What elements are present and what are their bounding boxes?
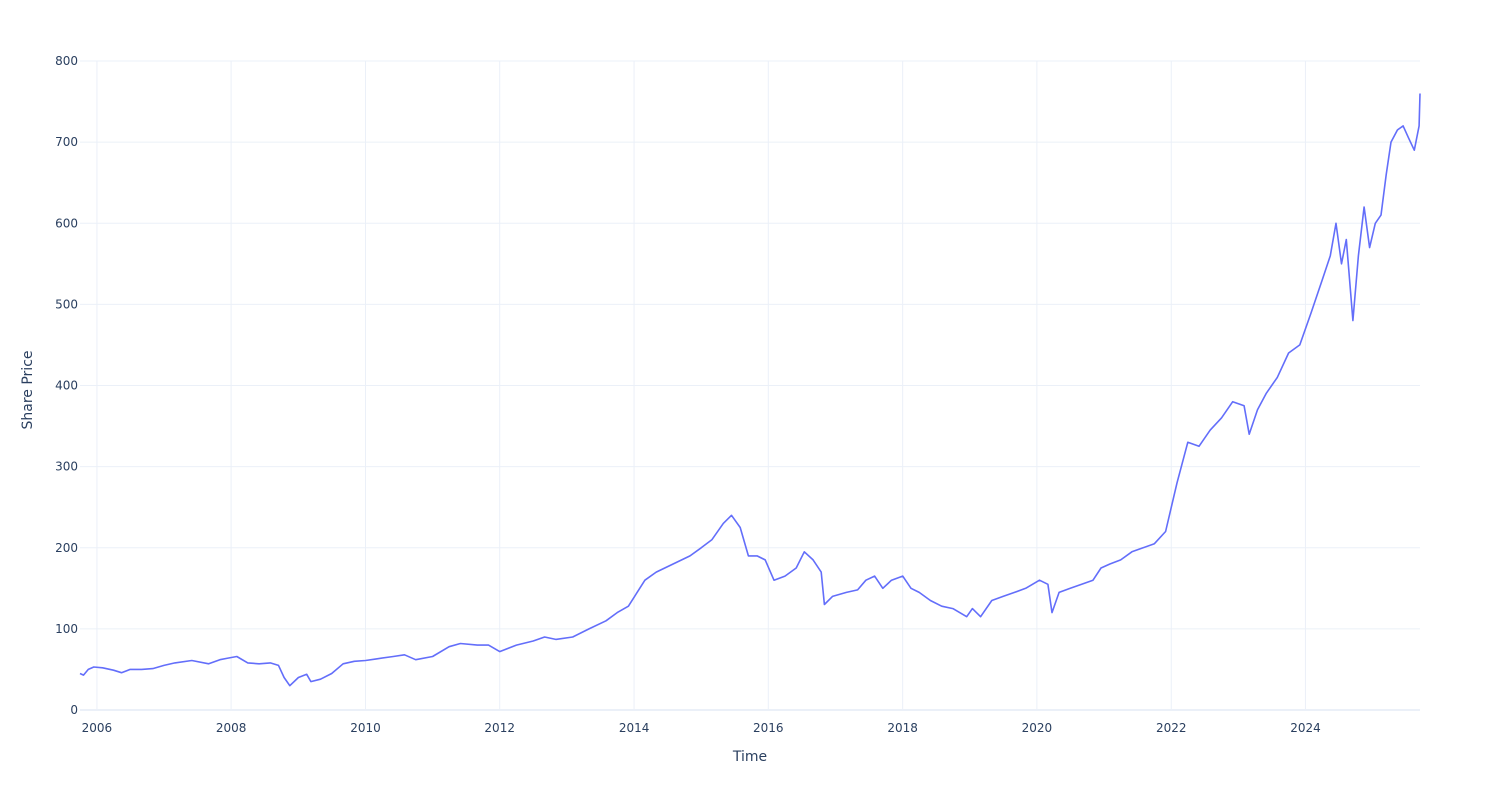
x-tick-label: 2018 xyxy=(887,721,918,735)
y-tick-label: 500 xyxy=(55,297,78,311)
x-tick-label: 2020 xyxy=(1022,721,1053,735)
x-tick-label: 2024 xyxy=(1290,721,1321,735)
y-tick-label: 400 xyxy=(55,379,78,393)
x-tick-label: 2022 xyxy=(1156,721,1187,735)
y-tick-label: 200 xyxy=(55,541,78,555)
series-layer xyxy=(79,93,1421,687)
x-tick-label: 2014 xyxy=(619,721,650,735)
x-tick-label: 2008 xyxy=(216,721,247,735)
x-tick-label: 2012 xyxy=(484,721,515,735)
x-tick-label: 2006 xyxy=(82,721,113,735)
y-tick-label: 700 xyxy=(55,135,78,149)
grid-layer xyxy=(80,60,1420,711)
y-tick-label: 300 xyxy=(55,460,78,474)
y-axis-title: Share Price xyxy=(20,350,36,429)
y-tick-label: 100 xyxy=(55,622,78,636)
y-tick-label: 600 xyxy=(55,216,78,230)
y-tick-label: 800 xyxy=(55,54,78,68)
share-price-line xyxy=(79,93,1421,687)
y-tick-label: 0 xyxy=(70,703,78,717)
x-axis-title: Time xyxy=(732,749,767,765)
y-axis-ticks: 0 100 200 300 400 500 600 700 800 xyxy=(55,54,78,717)
x-tick-label: 2016 xyxy=(753,721,784,735)
x-tick-label: 2010 xyxy=(350,721,381,735)
x-axis-ticks: 2006 2008 2010 2012 2014 2016 2018 2020 2022 2024 xyxy=(82,721,1321,735)
